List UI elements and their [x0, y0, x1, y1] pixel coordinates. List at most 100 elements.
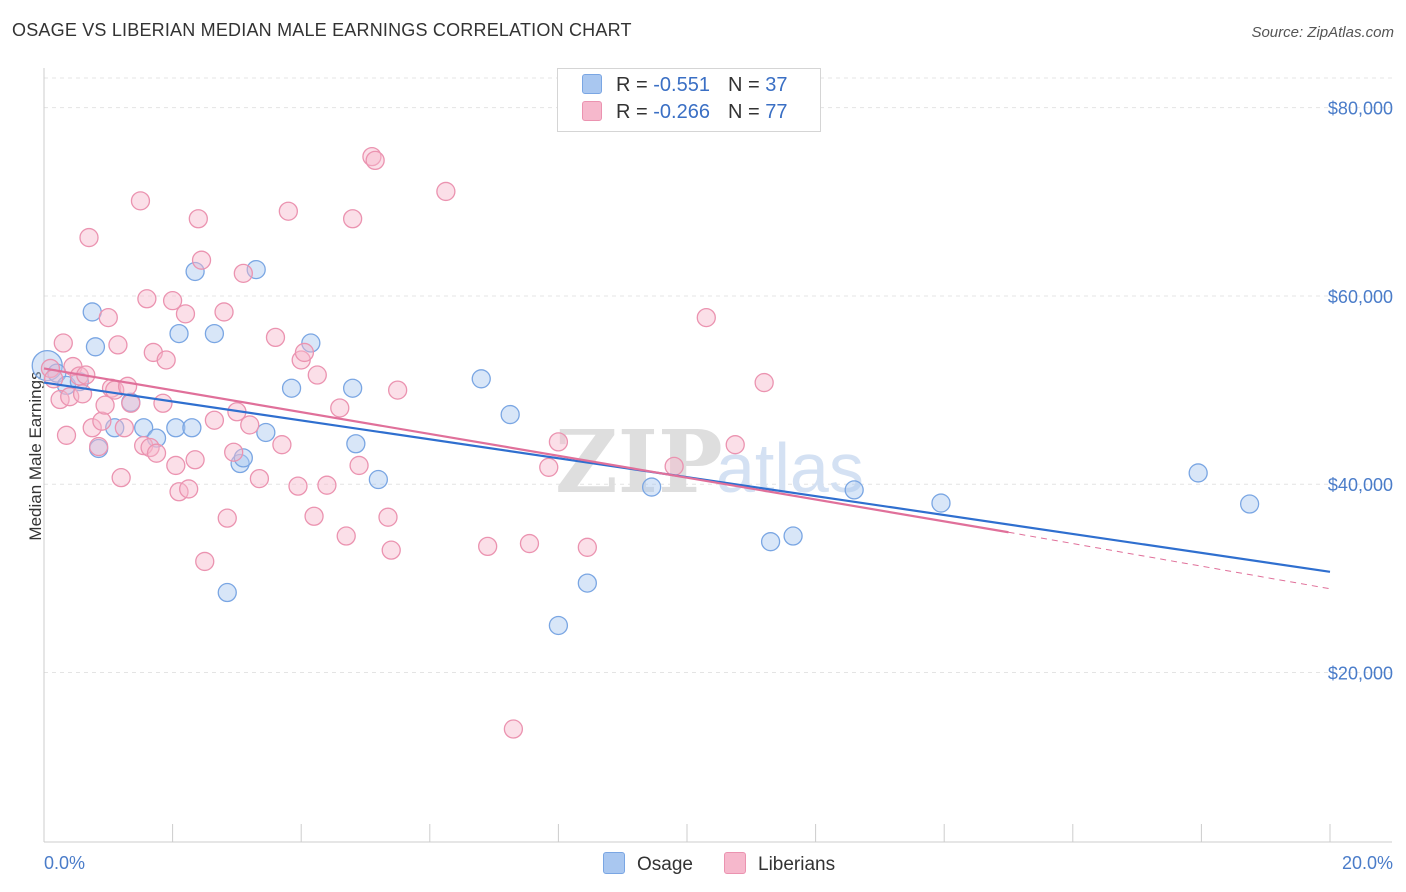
y-tick-label: $80,000 — [1328, 99, 1393, 119]
liberians-point — [378, 507, 398, 527]
bottom-legend-osage-label: Osage — [637, 854, 693, 875]
liberians-point — [436, 181, 456, 202]
legend-r-value: -0.266 — [653, 101, 710, 123]
liberians-point — [166, 455, 186, 476]
liberians-point — [146, 443, 167, 463]
legend-swatch-osage — [582, 74, 602, 94]
liberians-point — [240, 415, 260, 435]
liberians-point — [265, 327, 286, 348]
osage-point — [1239, 494, 1260, 514]
liberians-point — [130, 191, 151, 211]
correlation-legend: R = -0.551 N = 37 R = -0.266 N = 77 — [557, 68, 821, 132]
liberians-point — [153, 393, 173, 413]
x-tick-labels: 0.0% 20.0% — [44, 853, 1393, 873]
liberians-point — [249, 468, 270, 489]
osage-point — [500, 404, 520, 425]
legend-n-label: N = — [727, 101, 766, 123]
osage-point — [760, 532, 781, 552]
legend-row-osage: R = -0.551 N = 37 — [582, 74, 787, 100]
osage-point — [256, 422, 276, 443]
osage-point — [368, 469, 389, 490]
liberians-point — [82, 418, 102, 438]
liberians-point — [307, 365, 327, 385]
liberians-point — [478, 536, 498, 557]
grid-lines — [44, 77, 1392, 674]
legend-swatch-liberians — [582, 101, 602, 121]
bottom-swatch-osage — [603, 852, 625, 874]
trend-lines — [43, 367, 1331, 590]
osage-point — [230, 453, 250, 474]
liberians-point — [79, 227, 99, 248]
osage-point — [844, 480, 864, 500]
osage-point — [85, 337, 106, 357]
liberians-point — [214, 302, 234, 322]
liberians-point — [577, 537, 597, 557]
osage-point — [1188, 463, 1208, 483]
y-tick-label: $20,000 — [1328, 664, 1393, 684]
liberians-point — [111, 468, 131, 488]
liberians-point — [95, 395, 115, 415]
liberians-point — [330, 398, 350, 418]
legend-r-label: R = — [616, 101, 654, 123]
liberians-trend-extension — [1008, 531, 1331, 590]
liberians-point — [548, 432, 569, 452]
liberians-point — [92, 411, 112, 431]
liberians-point — [179, 479, 199, 499]
x-tick-label: 0.0% — [44, 853, 85, 873]
legend-n-value: 37 — [765, 74, 788, 96]
liberians-point — [188, 209, 208, 229]
chart-title: OSAGE VS LIBERIAN MEDIAN MALE EARNINGS C… — [12, 20, 632, 40]
y-tick-label: $60,000 — [1328, 287, 1393, 307]
osage-point — [281, 378, 302, 398]
watermark-atlas: atlas — [716, 429, 864, 507]
bottom-legend-osage: Osage — [603, 852, 693, 876]
liberians-point — [224, 442, 244, 462]
liberians-point — [217, 508, 237, 528]
osage-point — [342, 378, 363, 398]
osage-point — [166, 418, 186, 438]
x-tick-label: 20.0% — [1342, 853, 1393, 873]
osage-point — [931, 493, 951, 513]
liberians-point — [191, 250, 212, 270]
data-points — [31, 146, 1260, 739]
osage-point — [233, 448, 253, 468]
bottom-legend-liberians-label: Liberians — [758, 854, 836, 875]
liberians-point — [185, 450, 205, 470]
osage-point — [82, 302, 102, 322]
liberians-point — [349, 455, 369, 476]
liberians-point — [288, 476, 308, 496]
liberians-point — [336, 526, 356, 546]
liberians-point — [156, 350, 176, 370]
liberians-point — [725, 435, 745, 455]
osage-point — [217, 582, 237, 603]
liberians-point — [108, 335, 128, 355]
liberians-point — [294, 342, 315, 363]
osage-point — [346, 434, 366, 454]
y-tick-label: $40,000 — [1328, 475, 1393, 495]
liberians-point — [317, 475, 337, 495]
liberians-point — [387, 380, 408, 400]
liberians-point — [272, 435, 292, 455]
axes — [43, 68, 1392, 843]
liberians-trend-line — [43, 367, 1009, 534]
liberians-point — [381, 540, 401, 560]
liberians-point — [278, 201, 298, 221]
liberians-point — [89, 436, 109, 457]
liberians-point — [664, 456, 684, 477]
liberians-point — [233, 263, 253, 284]
source-label: Source: ZipAtlas.com — [1251, 24, 1394, 41]
osage-point — [471, 369, 491, 389]
liberians-point — [503, 719, 524, 739]
liberians-point — [175, 304, 196, 324]
osage-point — [182, 418, 202, 438]
legend-row-liberians: R = -0.266 N = 77 — [582, 101, 787, 127]
legend-r-label: R = — [616, 74, 654, 96]
bottom-swatch-liberians — [724, 852, 746, 874]
osage-point — [548, 615, 569, 636]
liberians-point — [53, 333, 73, 353]
liberians-point — [754, 372, 774, 393]
liberians-point — [137, 289, 157, 309]
liberians-point — [117, 376, 138, 396]
liberians-point — [539, 457, 559, 477]
